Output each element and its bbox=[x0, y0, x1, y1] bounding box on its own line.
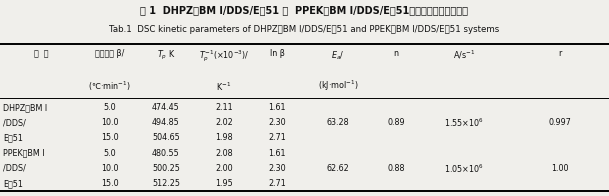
Text: (℃·min$^{-1}$): (℃·min$^{-1}$) bbox=[88, 80, 131, 93]
Text: 512.25: 512.25 bbox=[152, 179, 180, 188]
Text: 474.45: 474.45 bbox=[152, 103, 180, 112]
Text: n: n bbox=[393, 49, 398, 58]
Text: 63.28: 63.28 bbox=[326, 118, 350, 127]
Text: 2.71: 2.71 bbox=[268, 179, 286, 188]
Text: 0.88: 0.88 bbox=[387, 164, 404, 173]
Text: E－51: E－51 bbox=[3, 179, 23, 188]
Text: 1.61: 1.61 bbox=[269, 149, 286, 158]
Text: 1.95: 1.95 bbox=[215, 179, 233, 188]
Text: 表 1  DHPZ－BM I/DDS/E－51 和  PPEK－BM I/DDS/E－51体系的固化动力学参数: 表 1 DHPZ－BM I/DDS/E－51 和 PPEK－BM I/DDS/E… bbox=[141, 5, 468, 15]
Text: K$^{-1}$: K$^{-1}$ bbox=[216, 81, 231, 93]
Text: 62.62: 62.62 bbox=[326, 164, 350, 173]
Text: $T_p^{-1}$(×10$^{-3}$)/: $T_p^{-1}$(×10$^{-3}$)/ bbox=[199, 49, 249, 64]
Text: 10.0: 10.0 bbox=[101, 118, 118, 127]
Text: 480.55: 480.55 bbox=[152, 149, 180, 158]
Text: 494.85: 494.85 bbox=[152, 118, 180, 127]
Text: 升温速率 β/: 升温速率 β/ bbox=[95, 49, 124, 58]
Text: $E_a$/: $E_a$/ bbox=[331, 49, 345, 62]
Text: (kJ·mol$^{-1}$): (kJ·mol$^{-1}$) bbox=[318, 79, 358, 93]
Text: 1.98: 1.98 bbox=[215, 133, 233, 142]
Text: 1.00: 1.00 bbox=[552, 164, 569, 173]
Text: 1.05×10$^6$: 1.05×10$^6$ bbox=[445, 162, 484, 174]
Text: 0.997: 0.997 bbox=[549, 118, 572, 127]
Text: 15.0: 15.0 bbox=[101, 133, 118, 142]
Text: 2.08: 2.08 bbox=[215, 149, 233, 158]
Text: PPEK－BM I: PPEK－BM I bbox=[3, 149, 44, 158]
Text: 5.0: 5.0 bbox=[104, 149, 116, 158]
Text: 5.0: 5.0 bbox=[104, 103, 116, 112]
Text: 2.02: 2.02 bbox=[215, 118, 233, 127]
Text: 504.65: 504.65 bbox=[152, 133, 180, 142]
Text: 500.25: 500.25 bbox=[152, 164, 180, 173]
Text: 1.55×10$^6$: 1.55×10$^6$ bbox=[445, 117, 484, 129]
Text: 2.71: 2.71 bbox=[268, 133, 286, 142]
Text: /DDS/: /DDS/ bbox=[3, 118, 26, 127]
Text: 10.0: 10.0 bbox=[101, 164, 118, 173]
Text: 2.30: 2.30 bbox=[269, 118, 286, 127]
Text: DHPZ－BM I: DHPZ－BM I bbox=[3, 103, 47, 112]
Text: ln β: ln β bbox=[270, 49, 284, 58]
Text: 2.00: 2.00 bbox=[215, 164, 233, 173]
Text: 2.11: 2.11 bbox=[215, 103, 233, 112]
Text: /DDS/: /DDS/ bbox=[3, 164, 26, 173]
Text: 15.0: 15.0 bbox=[101, 179, 118, 188]
Text: E－51: E－51 bbox=[3, 133, 23, 142]
Text: $T_p$ K: $T_p$ K bbox=[157, 49, 175, 62]
Text: 1.61: 1.61 bbox=[269, 103, 286, 112]
Text: 2.30: 2.30 bbox=[269, 164, 286, 173]
Text: A/s$^{-1}$: A/s$^{-1}$ bbox=[453, 49, 476, 61]
Text: Tab.1  DSC kinetic parameters of DHPZ－BM I/DDS/E－51 and PPEK－BM I/DDS/E－51 syste: Tab.1 DSC kinetic parameters of DHPZ－BM … bbox=[110, 24, 499, 34]
Text: 体  系: 体 系 bbox=[34, 49, 48, 58]
Text: 0.89: 0.89 bbox=[387, 118, 404, 127]
Text: r: r bbox=[558, 49, 562, 58]
